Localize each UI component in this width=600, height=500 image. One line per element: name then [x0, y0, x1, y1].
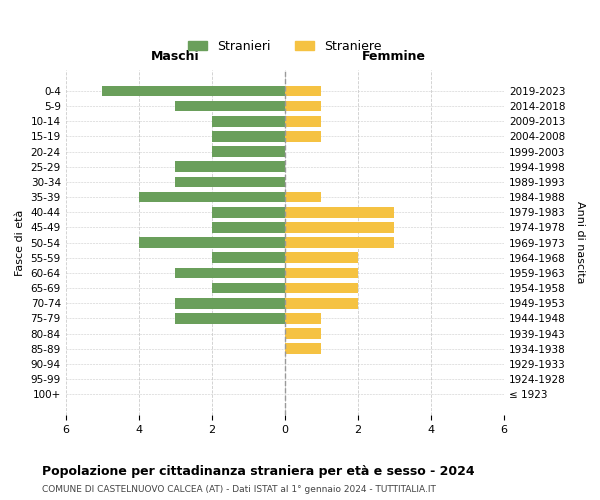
- Y-axis label: Fasce di età: Fasce di età: [15, 210, 25, 276]
- Bar: [285, 298, 358, 308]
- Bar: [285, 268, 358, 278]
- Bar: [285, 101, 322, 112]
- Bar: [212, 283, 285, 294]
- Bar: [285, 86, 322, 96]
- Bar: [285, 313, 322, 324]
- Bar: [175, 268, 285, 278]
- Legend: Stranieri, Straniere: Stranieri, Straniere: [183, 35, 386, 58]
- Bar: [285, 131, 322, 142]
- Bar: [139, 238, 285, 248]
- Bar: [285, 238, 394, 248]
- Bar: [212, 207, 285, 218]
- Bar: [212, 222, 285, 233]
- Text: Popolazione per cittadinanza straniera per età e sesso - 2024: Popolazione per cittadinanza straniera p…: [42, 465, 475, 478]
- Y-axis label: Anni di nascita: Anni di nascita: [575, 202, 585, 284]
- Bar: [212, 116, 285, 126]
- Bar: [285, 207, 394, 218]
- Bar: [175, 298, 285, 308]
- Bar: [212, 146, 285, 157]
- Text: COMUNE DI CASTELNUOVO CALCEA (AT) - Dati ISTAT al 1° gennaio 2024 - TUTTITALIA.I: COMUNE DI CASTELNUOVO CALCEA (AT) - Dati…: [42, 485, 436, 494]
- Bar: [285, 192, 322, 202]
- Text: Maschi: Maschi: [151, 50, 200, 63]
- Bar: [285, 283, 358, 294]
- Bar: [285, 328, 322, 339]
- Bar: [285, 252, 358, 263]
- Bar: [175, 101, 285, 112]
- Bar: [212, 252, 285, 263]
- Text: Femmine: Femmine: [362, 50, 427, 63]
- Bar: [212, 131, 285, 142]
- Bar: [285, 116, 322, 126]
- Bar: [175, 162, 285, 172]
- Bar: [175, 176, 285, 188]
- Bar: [285, 222, 394, 233]
- Bar: [139, 192, 285, 202]
- Bar: [175, 313, 285, 324]
- Bar: [285, 344, 322, 354]
- Bar: [102, 86, 285, 96]
